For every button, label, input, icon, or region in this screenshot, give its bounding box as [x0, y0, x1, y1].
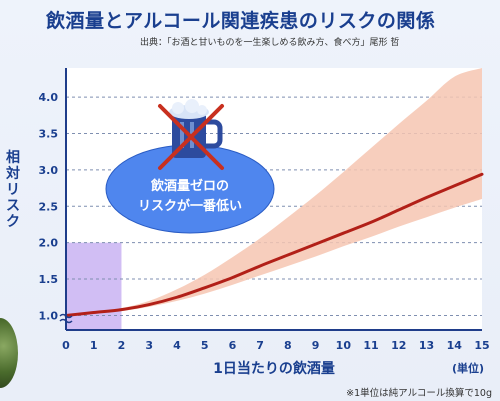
prohibited-cross-icon	[158, 104, 224, 170]
x-tick-label: 13	[419, 339, 434, 352]
x-tick-label: 0	[62, 339, 70, 352]
x-axis-label: 1日当たりの飲酒量	[213, 360, 335, 377]
x-tick-label: 1	[90, 339, 98, 352]
annotation-line1: 飲酒量ゼロの	[150, 178, 229, 194]
source-citation: 出典：「お酒と甘いものを一生楽しめる飲み方、食べ方」尾形 哲	[140, 38, 400, 48]
x-tick-label: 2	[118, 339, 126, 352]
y-tick-label: 3.0	[39, 164, 59, 177]
low-intake-highlight	[66, 242, 122, 330]
axis-break-icon	[59, 313, 73, 324]
x-tick-label: 3	[145, 339, 153, 352]
x-tick-label: 4	[173, 339, 181, 352]
x-tick-label: 9	[312, 339, 320, 352]
y-tick-labels: 1.0 1.5 2.0 2.5 3.0 3.5 4.0	[39, 91, 59, 322]
x-tick-label: 11	[363, 339, 378, 352]
y-tick-label: 2.5	[39, 200, 59, 213]
x-tick-label: 15	[474, 339, 489, 352]
plant-decoration	[0, 318, 18, 388]
x-tick-label: 5	[201, 339, 209, 352]
x-tick-label: 8	[284, 339, 292, 352]
annotation-bubble: 飲酒量ゼロの リスクが一番低い	[105, 144, 275, 234]
x-tick-label: 6	[229, 339, 237, 352]
x-tick-labels: 0 1 2 3 4 5 6 7 8 9 10 11 12 13 14 15	[62, 339, 489, 352]
confidence-band	[66, 68, 482, 316]
x-tick-label: 10	[336, 339, 352, 352]
footnote: ※1単位は純アルコール換算で10g	[346, 388, 492, 399]
y-tick-label: 1.0	[39, 309, 59, 322]
chart-title: 飲酒量とアルコール関連疾患のリスクの関係	[46, 10, 436, 32]
y-axis-label: 相対リスク	[6, 150, 20, 230]
risk-curve	[64, 172, 484, 317]
y-tick-label: 4.0	[39, 91, 59, 104]
x-axis-unit: (単位)	[452, 361, 484, 375]
y-tick-label: 3.5	[39, 128, 59, 141]
x-tick-label: 12	[391, 339, 406, 352]
y-tick-label: 1.5	[39, 273, 59, 286]
x-tick-label: 14	[447, 339, 463, 352]
annotation-line2: リスクが一番低い	[138, 198, 242, 214]
y-tick-label: 2.0	[39, 237, 59, 250]
x-tick-label: 7	[256, 339, 264, 352]
